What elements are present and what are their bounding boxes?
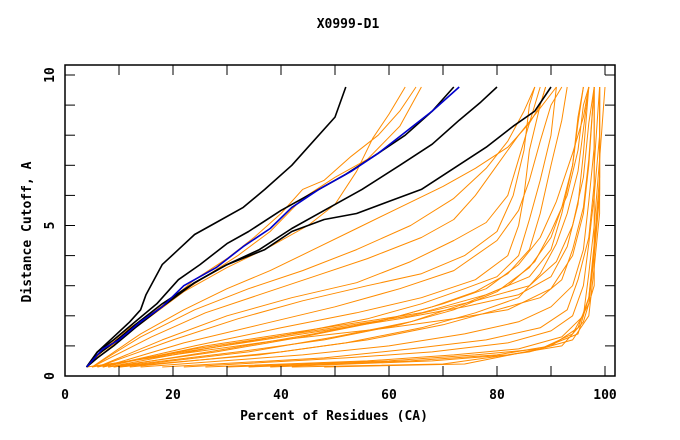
y-tick-label: 10 (43, 67, 58, 83)
x-tick-label: 80 (489, 388, 505, 403)
series-line-black-4 (86, 86, 552, 368)
series-line-orange-10 (102, 86, 547, 368)
series-line-orange-15 (118, 86, 590, 368)
series-line-orange-6 (91, 86, 557, 368)
series-line-orange-4 (91, 86, 547, 368)
series-line-orange-17 (129, 86, 595, 368)
series-line-orange-7 (97, 86, 541, 368)
series-line-orange-24 (270, 86, 606, 368)
series-line-orange-18 (140, 87, 595, 368)
y-tick-label: 5 (43, 222, 58, 230)
series-line-orange-21 (205, 86, 601, 368)
series-line-orange-29 (97, 86, 595, 368)
series-line-orange-9 (102, 86, 563, 368)
y-axis-label: Distance Cutoff, A (20, 161, 35, 302)
series-line-orange-30 (102, 86, 584, 368)
series-line-orange-23 (248, 87, 601, 368)
series-line-orange-19 (162, 87, 595, 368)
series-line-black-2 (85, 86, 455, 368)
series-line-blue-1 (86, 86, 460, 368)
chart-title: X0999-D1 (317, 17, 380, 32)
x-tick-label: 40 (273, 388, 289, 403)
series-line-black-1 (85, 86, 347, 368)
x-axis-ticks: 0 20 40 60 80 100 (61, 65, 617, 403)
x-tick-label: 100 (593, 388, 617, 403)
x-axis-label: Percent of Residues (CA) (240, 409, 428, 424)
x-tick-label: 60 (381, 388, 397, 403)
x-tick-label: 20 (165, 388, 181, 403)
plot-frame (64, 64, 616, 377)
series-line-orange-5 (91, 86, 536, 368)
series-line-orange-27 (86, 86, 595, 368)
series-group (85, 86, 606, 368)
series-line-orange-26 (324, 87, 601, 368)
series-line-orange-11 (108, 86, 557, 368)
series-line-orange-20 (183, 87, 601, 368)
x-tick-label: 0 (61, 388, 69, 403)
y-tick-label: 0 (43, 372, 58, 380)
y-axis-ticks: 0 5 10 (43, 67, 615, 380)
series-line-orange-28 (91, 86, 590, 368)
series-line-orange-8 (97, 86, 536, 368)
series-line-black-3 (86, 86, 498, 368)
